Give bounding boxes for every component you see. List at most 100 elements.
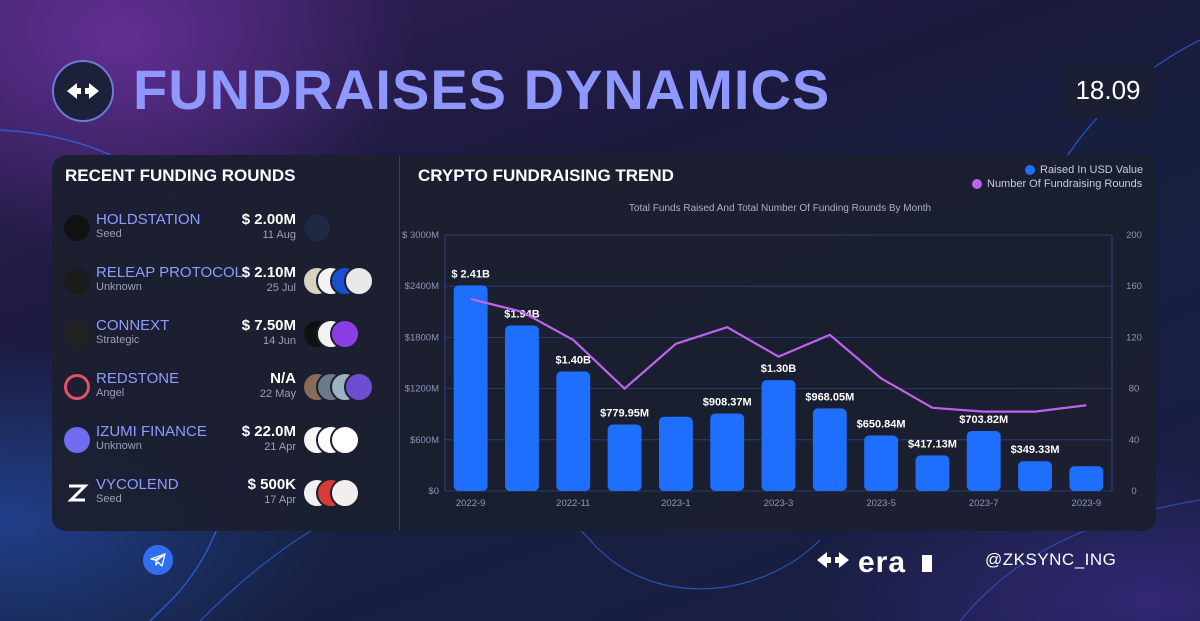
funding-round-row[interactable]: CONNEXT Strategic $ 7.50M 14 Jun — [64, 317, 364, 357]
y-left-tick-label: $1200M — [405, 384, 439, 395]
y-right-tick-label: 80 — [1129, 384, 1140, 395]
y-right-tick-label: 40 — [1129, 435, 1140, 446]
releap-logo-icon — [64, 268, 90, 294]
bar-value-label: $779.95M — [600, 407, 649, 419]
vycolend-logo-icon — [64, 480, 90, 506]
legend-label-rounds: Number Of Fundraising Rounds — [987, 178, 1143, 190]
x-tick-label: 2023-7 — [969, 498, 999, 509]
round-stage: Unknown — [96, 440, 142, 452]
round-stage: Seed — [96, 493, 122, 505]
bar-2023-8 — [1018, 461, 1052, 491]
rounds-count-line — [470, 297, 1087, 413]
social-handle: @ZKSYNC_ING — [985, 550, 1117, 569]
panel-divider — [399, 156, 400, 530]
bar-value-label: $968.05M — [805, 391, 854, 403]
bar-2023-7 — [966, 430, 1001, 491]
legend-dot-purple — [972, 179, 982, 189]
investor-avatar — [330, 319, 360, 349]
bar-2023-2 — [710, 413, 745, 491]
round-amount: $ 22.0M — [241, 423, 296, 440]
bar-2023-3 — [761, 380, 796, 491]
date-badge: 18.09 — [1060, 62, 1156, 118]
funding-round-row[interactable]: IZUMI FINANCE Unknown $ 22.0M 21 Apr — [64, 423, 364, 463]
investor-avatar — [344, 266, 374, 296]
y-right-tick-label: 0 — [1131, 486, 1136, 497]
round-amount: $ 2.00M — [241, 211, 296, 228]
round-amount: $ 500K — [247, 476, 296, 493]
legend-label-raised: Raised In USD Value — [1040, 164, 1144, 176]
round-amount: N/A — [270, 370, 296, 387]
round-amount: $ 2.10M — [241, 264, 296, 281]
y-left-tick-label: $2400M — [405, 281, 439, 292]
investor-avatar — [330, 478, 360, 508]
bar-2023-9 — [1069, 466, 1104, 491]
y-right-tick-label: 160 — [1126, 281, 1142, 292]
page-title: FUNDRAISES DYNAMICS — [133, 58, 831, 121]
project-name: HOLDSTATION — [96, 211, 201, 228]
zksync-logo-badge — [52, 60, 114, 122]
round-date: 21 Apr — [264, 441, 296, 453]
y-left-tick-label: $1800M — [405, 332, 439, 343]
bar-2023-1 — [658, 416, 693, 491]
legend-dot-blue — [1025, 165, 1035, 175]
x-tick-label: 2023-5 — [866, 498, 896, 509]
y-left-tick-label: $600M — [410, 435, 439, 446]
bar-2022-9 — [453, 285, 488, 491]
recent-rounds-title: RECENT FUNDING ROUNDS — [65, 166, 296, 185]
funding-round-row[interactable]: VYCOLEND Seed $ 500K 17 Apr — [64, 476, 364, 516]
round-date: 17 Apr — [264, 494, 296, 506]
connext-logo-icon — [64, 321, 90, 347]
project-name: RELEAP PROTOCOL — [96, 264, 243, 281]
round-stage: Seed — [96, 228, 122, 240]
bar-value-label: $650.84M — [857, 418, 906, 430]
legend-item-rounds: Number Of Fundraising Rounds — [972, 178, 1142, 190]
investor-avatar — [330, 425, 360, 455]
redstone-logo-icon — [64, 374, 90, 400]
bar-value-label: $349.33M — [1011, 444, 1060, 456]
bar-2023-5 — [864, 435, 899, 491]
investor-avatar — [344, 372, 374, 402]
bar-value-label: $703.82M — [959, 414, 1008, 426]
bar-value-label: $ 2.41B — [451, 268, 490, 280]
holdstation-logo-icon — [64, 215, 90, 241]
double-arrow-logo-icon — [67, 83, 99, 99]
era-arrows-icon — [817, 552, 849, 568]
telegram-button[interactable] — [143, 545, 173, 575]
round-stage: Angel — [96, 387, 125, 399]
bar-value-label: $1.30B — [761, 363, 797, 375]
x-tick-label: 2023-1 — [661, 498, 691, 509]
project-name: CONNEXT — [96, 317, 170, 334]
bar-value-label: $417.13M — [908, 438, 957, 450]
project-name: VYCOLEND — [96, 476, 179, 493]
funding-round-row[interactable]: REDSTONE Angel N/A 22 May — [64, 370, 374, 410]
bar-2022-12 — [607, 424, 642, 491]
y-left-tick-label: $0 — [428, 486, 439, 497]
investor-avatar — [302, 213, 332, 243]
y-right-tick-label: 120 — [1126, 332, 1142, 343]
project-name: IZUMI FINANCE — [96, 423, 207, 440]
bar-value-label: $908.37M — [703, 396, 752, 408]
era-brand-text: era — [858, 546, 907, 579]
chart-subtitle: Total Funds Raised And Total Number Of F… — [628, 203, 932, 214]
legend-item-raised: Raised In USD Value — [1025, 164, 1143, 176]
chart-title: CRYPTO FUNDRAISING TREND — [418, 166, 674, 185]
funding-round-row[interactable]: HOLDSTATION Seed $ 2.00M 11 Aug — [64, 211, 364, 251]
bar-2022-10 — [505, 325, 539, 491]
round-date: 14 Jun — [262, 335, 296, 347]
round-stage: Unknown — [96, 281, 142, 293]
telegram-icon — [150, 553, 166, 567]
izumi-logo-icon — [64, 427, 90, 453]
x-tick-label: 2022-9 — [456, 498, 486, 509]
bar-value-label: $1.40B — [556, 355, 592, 367]
round-date: 22 May — [259, 388, 296, 400]
x-tick-label: 2023-3 — [764, 498, 794, 509]
round-date: 11 Aug — [262, 229, 296, 241]
era-brand-block — [922, 555, 932, 572]
y-left-tick-label: $ 3000M — [402, 230, 439, 241]
round-stage: Strategic — [96, 334, 140, 346]
x-tick-label: 2022-11 — [556, 498, 590, 509]
y-right-tick-label: 200 — [1126, 230, 1142, 241]
funding-round-row[interactable]: RELEAP PROTOCOL Unknown $ 2.10M 25 Jul — [64, 264, 374, 304]
